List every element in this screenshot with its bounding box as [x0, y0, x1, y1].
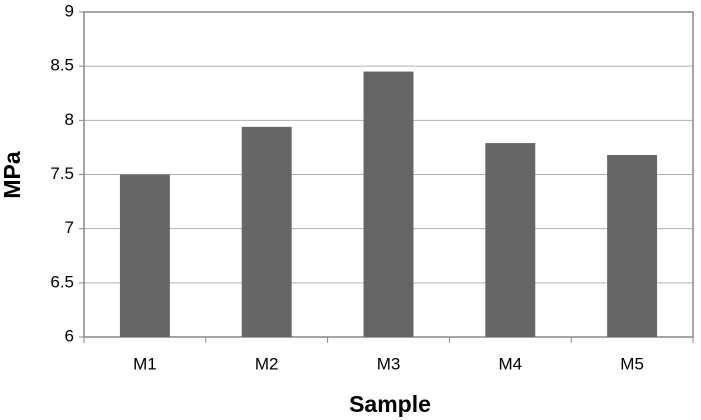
y-tick-label: 7.5 — [50, 164, 74, 183]
bar — [485, 143, 536, 337]
bar — [607, 155, 658, 337]
y-tick-label: 8 — [65, 110, 74, 129]
y-tick-label: 7 — [65, 218, 74, 237]
y-tick-label: 9 — [65, 1, 74, 20]
bar — [119, 174, 170, 337]
x-axis-title: Sample — [349, 391, 431, 417]
x-tick-label: M3 — [377, 354, 401, 373]
x-tick-label: M4 — [498, 354, 522, 373]
x-tick-label: M5 — [620, 354, 644, 373]
y-axis-title: MPa — [0, 151, 25, 199]
y-tick-label: 8.5 — [50, 56, 74, 75]
y-tick-label: 6 — [65, 326, 74, 345]
bar — [363, 71, 414, 337]
x-tick-label: M1 — [133, 354, 157, 373]
x-tick-label: M2 — [255, 354, 279, 373]
bar — [241, 126, 292, 337]
y-tick-label: 6.5 — [50, 272, 74, 291]
